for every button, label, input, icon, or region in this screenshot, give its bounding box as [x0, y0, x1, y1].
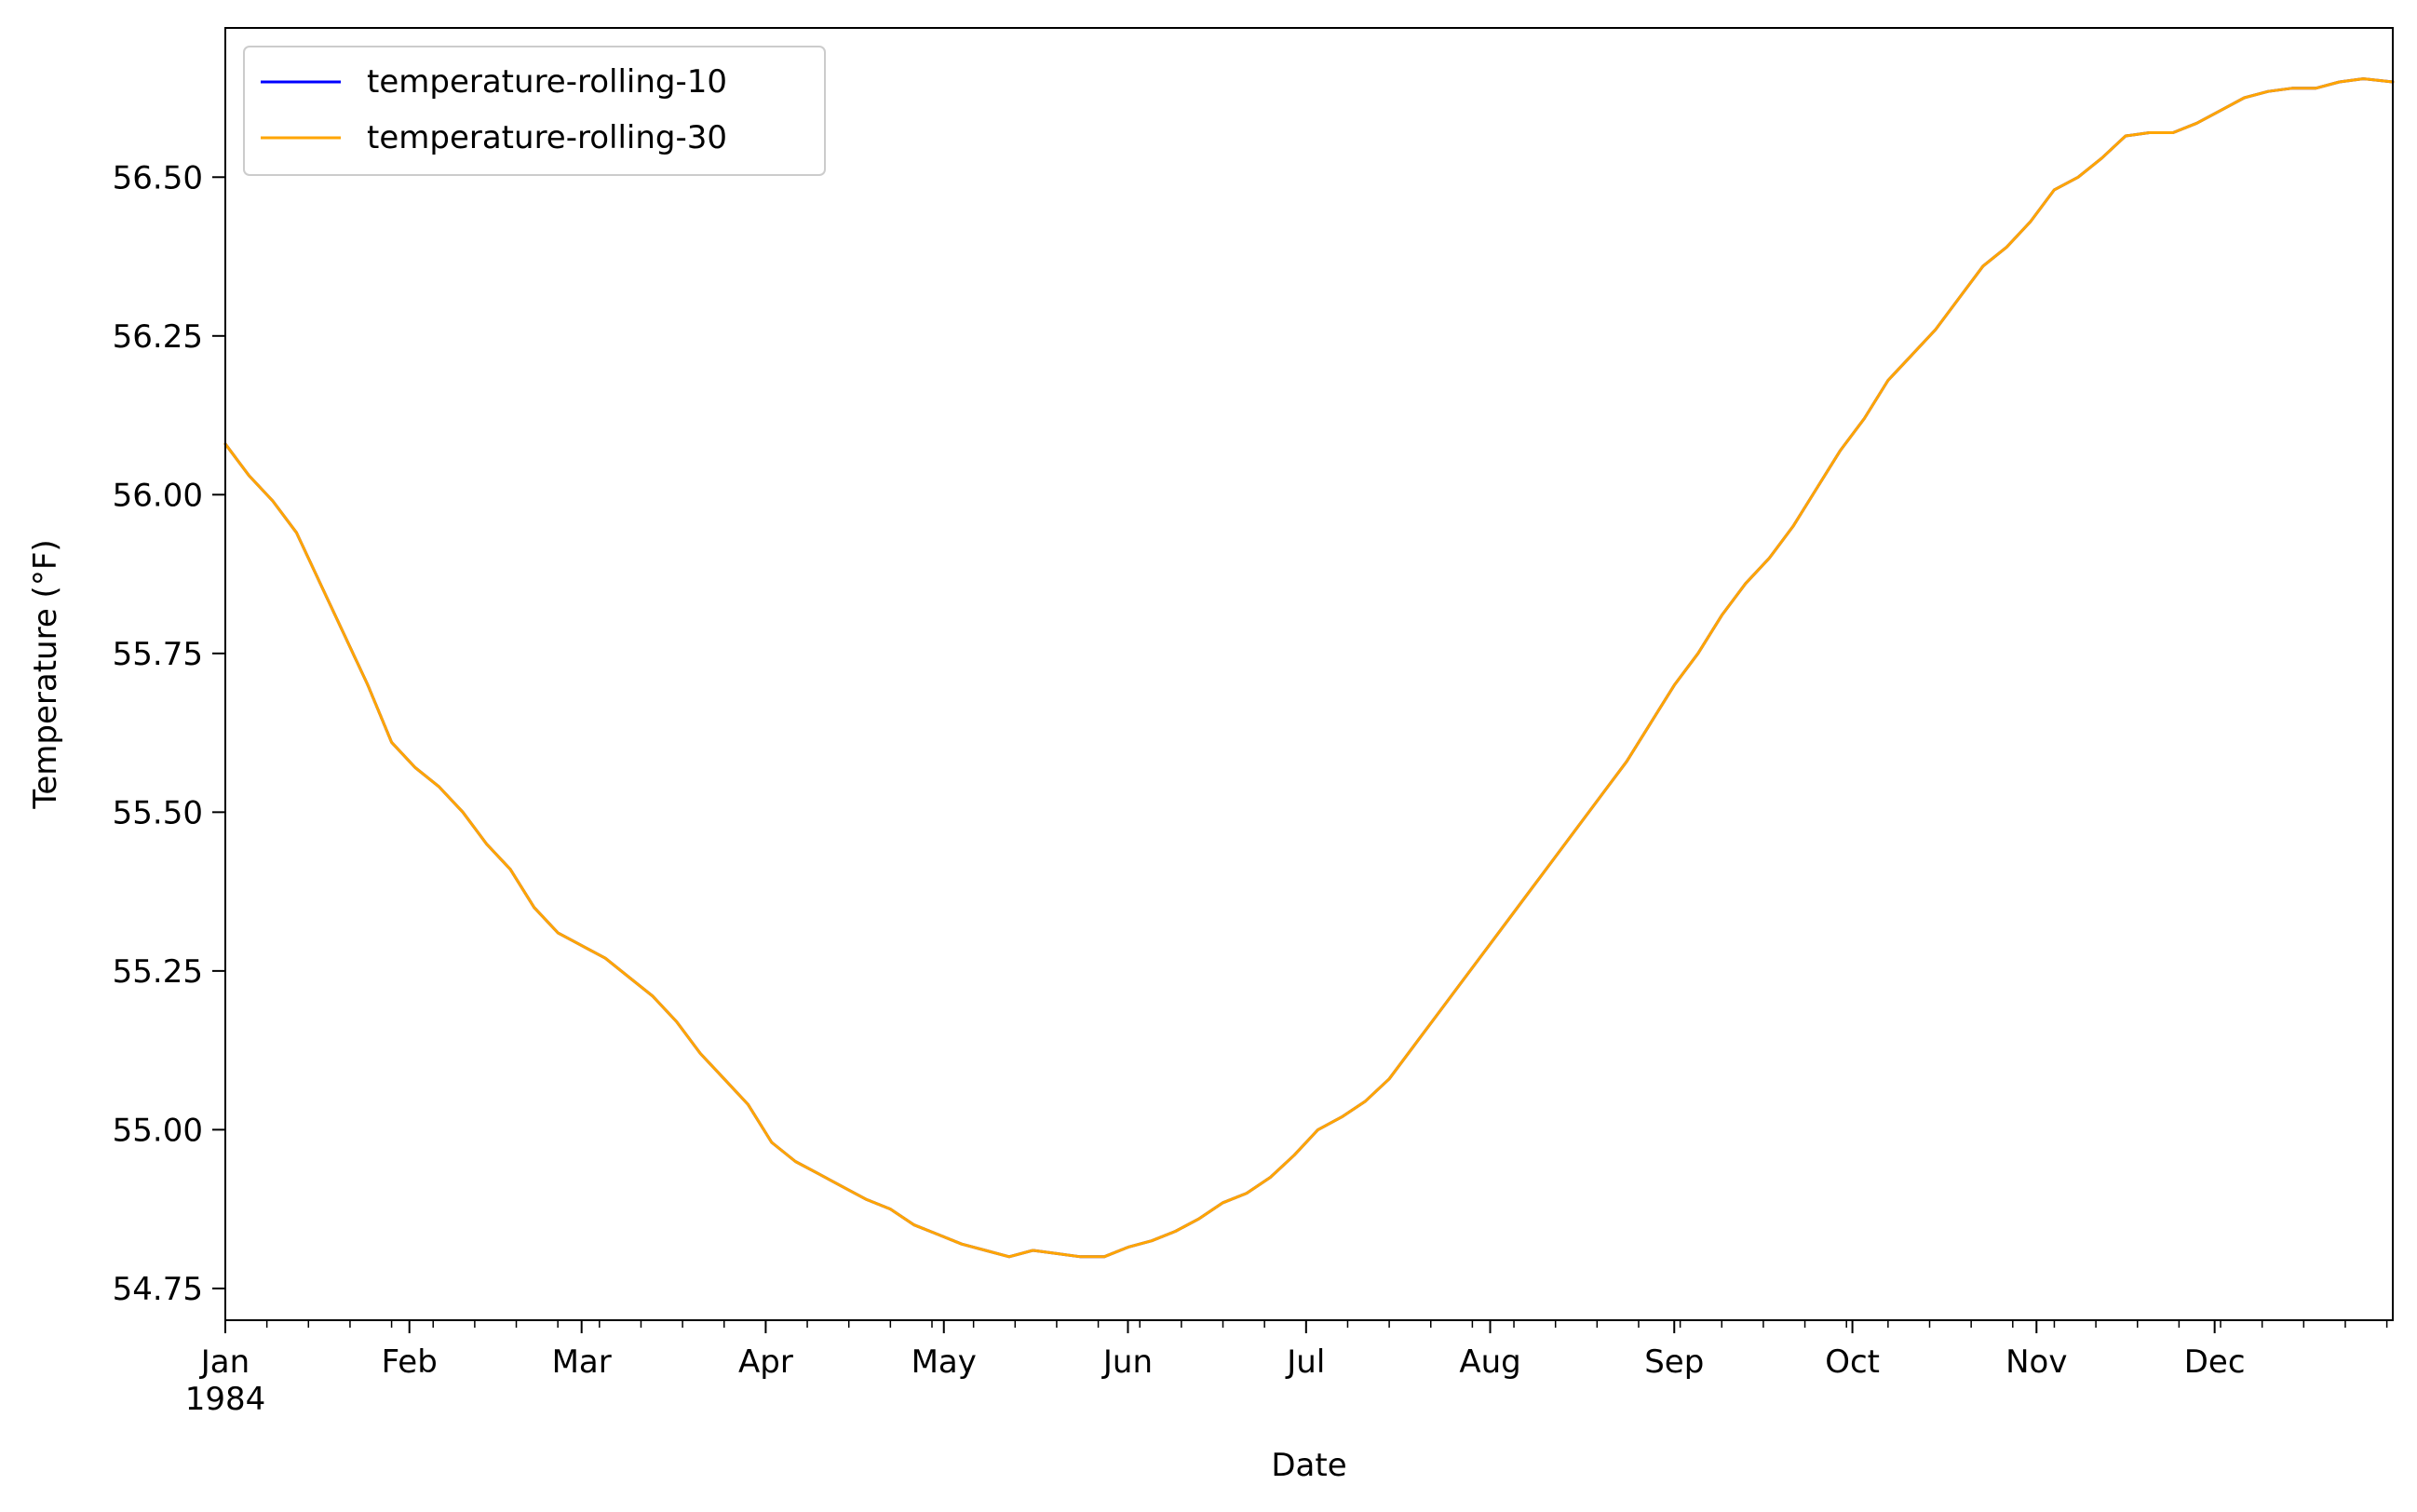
series-layer: [223, 77, 2395, 1259]
legend-box: [243, 46, 826, 176]
x-axis-label: Date: [1271, 1447, 1346, 1484]
x-tick-label: Aug: [1459, 1343, 1520, 1381]
y-tick-label: 54.75: [113, 1271, 203, 1308]
y-axis: 54.75 55.00 55.25 55.50 55.75 56.00 56.25 56.50: [113, 159, 225, 1308]
y-tick-label: 56.25: [113, 318, 203, 356]
series-line-temperature-rolling-30: [223, 77, 2395, 1259]
x-tick-label: May: [911, 1343, 977, 1381]
y-tick-label: 55.75: [113, 636, 203, 673]
y-tick-label: 56.50: [113, 159, 203, 196]
x-tick-label: Jul: [1285, 1343, 1325, 1381]
x-tick-label: Oct: [1825, 1343, 1880, 1381]
legend-label-rolling-10: temperature-rolling-10: [367, 63, 727, 101]
legend: temperature-rolling-10 temperature-rolli…: [243, 46, 826, 176]
y-tick-label: 56.00: [113, 477, 203, 514]
x-tick-label: Sep: [1644, 1343, 1704, 1381]
x-tick-label: Feb: [382, 1343, 438, 1381]
legend-label-rolling-30: temperature-rolling-30: [367, 119, 727, 156]
x-tick-label: Dec: [2184, 1343, 2246, 1381]
plot-frame: [224, 27, 2394, 1321]
x-tick-label: Jun: [1101, 1343, 1153, 1381]
x-tick-label: Nov: [2005, 1343, 2067, 1381]
y-tick-label: 55.25: [113, 953, 203, 991]
x-tick-label: Jan: [199, 1343, 250, 1381]
x-tick-label: Mar: [552, 1343, 612, 1381]
y-tick-label: 55.50: [113, 794, 203, 831]
y-tick-label: 55.00: [113, 1112, 203, 1149]
y-axis-label: Temperature (°F): [27, 539, 64, 809]
x-tick-sublabel: 1984: [185, 1381, 266, 1418]
x-tick-label: Apr: [738, 1343, 793, 1381]
